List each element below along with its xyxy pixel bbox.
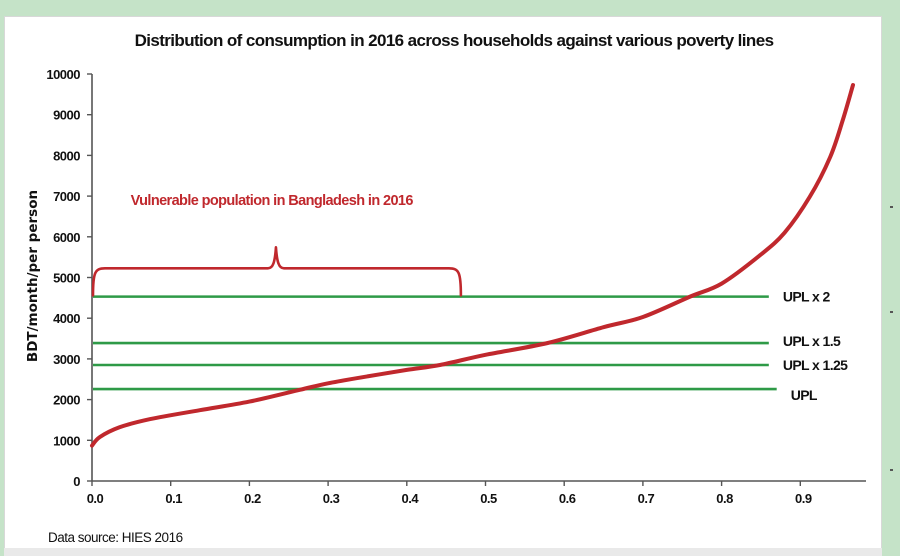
margin-mark xyxy=(890,206,893,208)
margin-mark xyxy=(890,311,893,313)
margin-mark xyxy=(890,469,893,471)
y-tick-label: 0 xyxy=(73,474,80,489)
vulnerable-brace xyxy=(91,245,463,297)
data-source-note: Data source: HIES 2016 xyxy=(48,530,183,545)
chart-panel xyxy=(4,16,882,552)
x-tick-label: 0.6 xyxy=(559,491,576,506)
x-tick-label: 0.5 xyxy=(480,491,497,506)
y-tick-label: 2000 xyxy=(53,393,80,408)
poverty-line-label: UPL xyxy=(791,387,818,403)
chart-title: Distribution of consumption in 2016 acro… xyxy=(135,31,774,50)
x-tick-label: 0.0 xyxy=(87,491,104,506)
y-tick-label: 3000 xyxy=(53,352,80,367)
y-tick-label: 9000 xyxy=(53,108,80,123)
y-axis-label: BDT/month/per person xyxy=(25,190,41,362)
x-tick-label: 0.3 xyxy=(323,491,340,506)
poverty-line-label: UPL x 2 xyxy=(783,289,831,305)
y-tick-label: 7000 xyxy=(53,189,80,204)
y-tick-label: 5000 xyxy=(53,271,80,286)
panel-shadow xyxy=(4,548,882,556)
y-tick-label: 8000 xyxy=(53,148,80,163)
vulnerable-population-label: Vulnerable population in Bangladesh in 2… xyxy=(131,193,414,209)
y-tick-label: 6000 xyxy=(53,230,80,245)
consumption-curve xyxy=(90,83,855,448)
y-tick-label: 10000 xyxy=(46,67,80,82)
x-tick-label: 0.4 xyxy=(402,491,420,506)
x-tick-label: 0.9 xyxy=(795,491,812,506)
x-tick-label: 0.8 xyxy=(716,491,733,506)
x-tick-label: 0.7 xyxy=(638,491,655,506)
y-tick-label: 1000 xyxy=(53,433,80,448)
y-tick-label: 4000 xyxy=(53,311,80,326)
poverty-line-label: UPL x 1.5 xyxy=(783,333,841,349)
poverty-line-label: UPL x 1.25 xyxy=(783,357,848,373)
x-tick-label: 0.1 xyxy=(165,491,182,506)
x-tick-label: 0.2 xyxy=(244,491,261,506)
